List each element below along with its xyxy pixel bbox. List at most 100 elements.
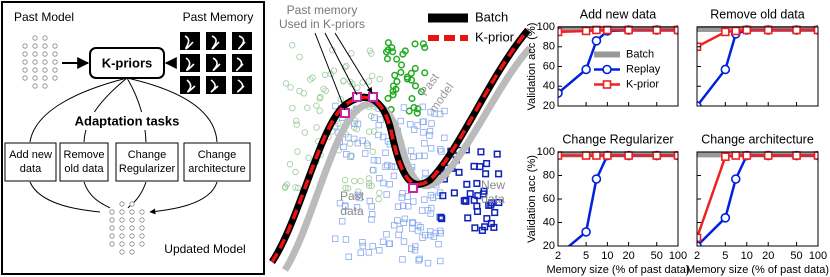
scatter-dot — [416, 255, 423, 263]
marker — [721, 152, 730, 161]
scatter-dot — [340, 143, 347, 151]
marker — [763, 151, 773, 160]
scatter-dot — [414, 227, 422, 234]
scatter-dot — [304, 104, 311, 111]
neuron — [32, 35, 38, 41]
kpriors-label: K-priors — [102, 55, 153, 70]
y-tick-label: 100 — [537, 146, 555, 158]
scatter-dot — [414, 105, 422, 113]
scatter-dot — [488, 199, 496, 207]
new-data-text: New — [481, 178, 505, 192]
marker — [721, 27, 730, 37]
scatter-dot — [426, 127, 434, 135]
neuron — [52, 67, 58, 73]
series — [567, 150, 678, 246]
scatter-dot — [379, 238, 387, 245]
scatter-dot — [437, 146, 444, 153]
scatter-dot — [375, 195, 382, 203]
scatter-dot — [376, 174, 383, 182]
task-label: Change — [198, 149, 237, 161]
scatter-dot — [415, 257, 422, 264]
scatter-dot — [354, 191, 362, 199]
scatter-dot — [367, 112, 375, 120]
neuron — [52, 75, 58, 81]
memory-label: Used in K-priors — [279, 17, 365, 31]
y-tick-label: 40 — [543, 216, 555, 228]
y-axis-label: Validation acc (%) — [526, 155, 538, 243]
neuron — [129, 209, 135, 215]
x-tick-label: 5 — [722, 250, 728, 262]
series-line — [567, 154, 678, 246]
neuron — [119, 249, 125, 255]
marker — [624, 25, 633, 35]
neuron — [139, 241, 145, 247]
x-tick-label: 20 — [623, 250, 635, 262]
y-tick-label: 60 — [543, 193, 555, 205]
scatter-dot — [287, 84, 294, 91]
scatter-dot — [369, 72, 376, 80]
neuron — [119, 209, 125, 215]
scatter-dot — [383, 231, 390, 238]
scatter-dot — [438, 148, 445, 155]
neuron — [119, 233, 125, 239]
scatter-dot — [383, 191, 390, 198]
scatter-dot — [424, 259, 432, 267]
scatter-dot — [348, 50, 355, 57]
neuron — [52, 43, 58, 49]
scatter-dot — [413, 109, 421, 117]
marker — [591, 174, 602, 184]
scatter-dot — [343, 62, 350, 70]
marker — [581, 151, 591, 160]
legend-marker — [602, 80, 612, 89]
scatter-dot — [369, 148, 376, 155]
memory-digit — [235, 57, 244, 72]
neuron — [42, 43, 48, 49]
label-bg — [66, 112, 188, 130]
x-tick-label: 20 — [762, 250, 774, 262]
scatter-dot — [365, 182, 373, 189]
scatter-dot — [409, 219, 416, 226]
task-label: architecture — [188, 163, 245, 175]
scatter-dot — [463, 180, 471, 188]
neuron — [42, 75, 48, 81]
scatter-dot — [407, 69, 415, 77]
scatter-dot — [400, 104, 408, 111]
marker — [673, 25, 678, 35]
memory-point — [352, 92, 362, 102]
neuron — [32, 59, 38, 65]
scatter-dot — [421, 43, 429, 52]
scatter-dot — [320, 85, 327, 93]
scatter-dot — [282, 183, 289, 190]
task-label: Add new — [9, 149, 52, 161]
scatter-dot — [420, 129, 427, 136]
scatter-dot — [292, 184, 299, 191]
neuron — [52, 59, 58, 65]
scatter-dot — [441, 107, 448, 115]
scatter-dot — [408, 94, 416, 103]
scatter-dot — [382, 149, 389, 157]
marker — [697, 233, 702, 243]
scatter-dot — [410, 153, 417, 161]
scatter-dot — [293, 117, 300, 125]
scatter-dot — [480, 187, 488, 195]
scatter-dot — [332, 102, 339, 110]
neuron — [139, 217, 145, 223]
scatter-dot — [411, 82, 420, 90]
scatter-dot — [404, 203, 412, 210]
neuron — [42, 83, 48, 89]
scatter-dot — [342, 236, 350, 243]
scatter-dot — [421, 196, 428, 203]
scatter-dot — [342, 184, 349, 192]
neuron — [119, 225, 125, 231]
x-tick-label: 100 — [809, 250, 827, 262]
plot-frame — [696, 151, 819, 247]
scatter-dot — [346, 140, 354, 147]
scatter-dot — [390, 172, 398, 180]
scatter-dot — [476, 163, 484, 171]
marker — [731, 151, 741, 160]
neuron — [42, 35, 48, 41]
chart-title: Change Regularizer — [562, 132, 673, 146]
scatter-dot — [347, 78, 354, 86]
